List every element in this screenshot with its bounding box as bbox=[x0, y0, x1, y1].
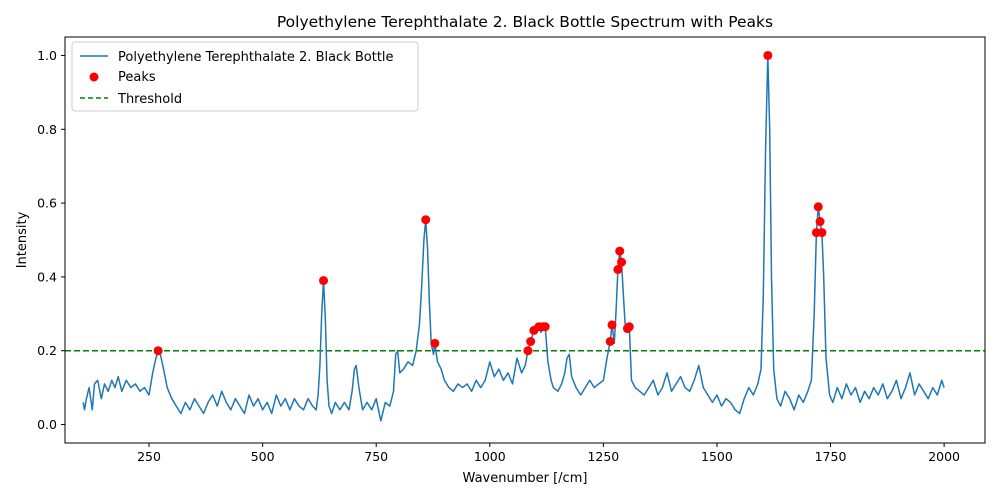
peak-marker bbox=[607, 320, 617, 330]
x-tick-label: 1500 bbox=[701, 449, 733, 464]
peak-marker bbox=[763, 50, 773, 60]
y-tick-label: 0.4 bbox=[37, 269, 57, 284]
peak-marker bbox=[605, 337, 615, 346]
peak-marker bbox=[526, 337, 536, 346]
x-tick-label: 500 bbox=[251, 449, 275, 464]
y-tick-label: 0.6 bbox=[37, 196, 57, 211]
chart-title: Polyethylene Terephthalate 2. Black Bott… bbox=[277, 13, 773, 31]
peak-marker bbox=[540, 322, 550, 332]
x-tick-label: 2000 bbox=[928, 449, 960, 464]
y-axis-ticks: 0.0 0.2 0.4 0.6 0.8 1.0 bbox=[37, 48, 65, 432]
x-axis-label: Wavenumber [/cm] bbox=[463, 471, 588, 486]
peak-marker bbox=[815, 217, 825, 227]
peak-marker bbox=[430, 338, 440, 348]
peak-marker bbox=[817, 228, 827, 238]
y-tick-label: 0.2 bbox=[37, 343, 57, 358]
legend: Polyethylene Terephthalate 2. Black Bott… bbox=[71, 41, 419, 112]
x-tick-label: 750 bbox=[364, 449, 388, 464]
x-tick-label: 250 bbox=[137, 449, 161, 464]
peak-marker bbox=[813, 202, 823, 212]
x-tick-label: 1750 bbox=[815, 449, 847, 464]
peak-marker bbox=[613, 265, 623, 275]
peak-marker bbox=[617, 257, 627, 267]
legend-label-threshold: Threshold bbox=[117, 92, 182, 107]
peak-marker bbox=[523, 346, 533, 356]
legend-label-series: Polyethylene Terephthalate 2. Black Bott… bbox=[118, 50, 394, 65]
x-axis-ticks: 250 500 750 1000 1250 1500 1750 2000 bbox=[137, 443, 960, 464]
legend-label-peaks: Peaks bbox=[118, 70, 156, 85]
axes-frame bbox=[64, 36, 986, 444]
y-tick-label: 1.0 bbox=[37, 48, 57, 63]
legend-box bbox=[71, 41, 419, 112]
legend-marker-sample bbox=[89, 72, 99, 82]
plot-area bbox=[65, 50, 985, 422]
peak-marker bbox=[615, 246, 625, 256]
y-tick-label: 0.0 bbox=[37, 417, 57, 432]
y-axis-label: Intensity bbox=[15, 211, 30, 268]
y-tick-label: 0.8 bbox=[37, 122, 57, 137]
x-tick-label: 1250 bbox=[587, 449, 619, 464]
peak-marker bbox=[421, 215, 431, 225]
peak-marker bbox=[319, 276, 329, 286]
peak-marker bbox=[624, 322, 634, 332]
x-tick-label: 1000 bbox=[474, 449, 506, 464]
peak-marker bbox=[153, 346, 163, 356]
spectrum-line bbox=[82, 54, 945, 422]
